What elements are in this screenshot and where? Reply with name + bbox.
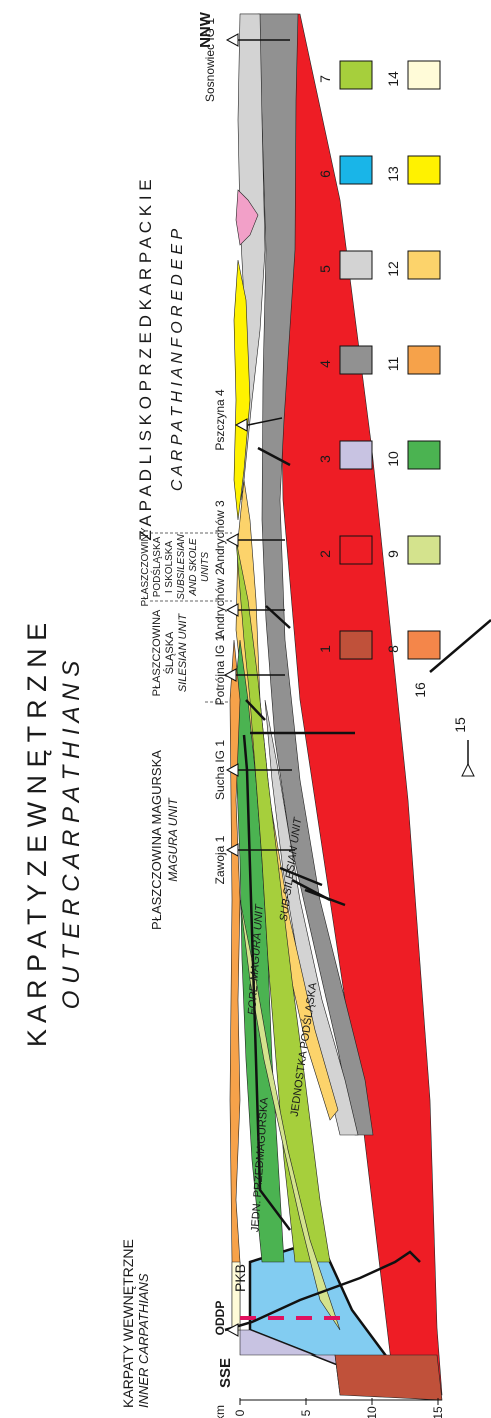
legend-label-2: 2 bbox=[317, 550, 333, 558]
inner-carpathians-pl: KARPATY WEWNĘTRZNE bbox=[120, 1239, 136, 1408]
inner-carpathians-en: INNER CARPATHIANS bbox=[136, 1273, 151, 1408]
well-sosnowiec bbox=[225, 33, 290, 47]
legend-label-10: 10 bbox=[385, 451, 401, 467]
region-separators bbox=[150, 532, 232, 703]
subsilesian-pl-3: I SKOLSKA bbox=[164, 541, 175, 594]
depth-axis: km 0 5 10 15 bbox=[213, 1398, 445, 1418]
oddp-label: ODDP bbox=[213, 1301, 227, 1336]
legend-label-9: 9 bbox=[385, 550, 401, 558]
magura-unit-en: MAGURA UNIT bbox=[166, 797, 180, 882]
legend-label-14: 14 bbox=[385, 71, 401, 87]
well-andrychow-3 bbox=[225, 533, 285, 547]
well-label-6: Sosnowiec IG 1 bbox=[203, 18, 217, 102]
direction-north: NNW bbox=[197, 11, 214, 48]
well-label-1: Sucha IG 1 bbox=[213, 740, 227, 800]
well-label-2: Potrójna IG 1 bbox=[213, 634, 227, 705]
legend-label-13: 13 bbox=[385, 166, 401, 182]
silesian-unit-pl-1: PŁASZCZOWINA bbox=[151, 609, 163, 696]
depth-tick-15: 15 bbox=[431, 1406, 445, 1418]
legend-swatch-14 bbox=[407, 60, 441, 90]
legend-label-16: 16 bbox=[412, 682, 428, 698]
layer-yellow bbox=[233, 259, 251, 521]
legend-label-7: 7 bbox=[317, 75, 333, 83]
well-pszczyna bbox=[234, 417, 283, 432]
title-foredeep-pl: Z A P A D L I S K O P R Z E D K A R P A … bbox=[136, 179, 155, 540]
legend-swatch-13 bbox=[407, 155, 441, 185]
legend-label-8: 8 bbox=[385, 645, 401, 653]
well-zawoja bbox=[225, 843, 295, 857]
region-labels: KARPATY WEWNĘTRZNE INNER CARPATHIANS PŁA… bbox=[120, 527, 211, 1408]
fault-1 bbox=[245, 699, 266, 721]
title-block: K A R P A T Y Z E W N Ę T R Z N E O U T … bbox=[22, 179, 186, 1047]
title-foredeep-en: C A R P A T H I A N F O R E D E E P bbox=[169, 229, 186, 492]
direction-south: SSE bbox=[217, 1358, 234, 1388]
well-labels: Zawoja 1 Sucha IG 1 Potrójna IG 1 Andryc… bbox=[203, 18, 227, 885]
legend-well-symbol: 15 bbox=[452, 717, 475, 777]
layer-orange-top bbox=[229, 639, 241, 1331]
legend-swatch-1 bbox=[339, 630, 373, 660]
well-andrychow-2 bbox=[225, 603, 285, 617]
depth-tick-5: 5 bbox=[299, 1409, 313, 1416]
legend-swatch-6 bbox=[339, 155, 373, 185]
legend-label-11: 11 bbox=[385, 357, 401, 372]
depth-unit: km bbox=[213, 1405, 227, 1418]
well-sucha bbox=[225, 763, 292, 777]
title-outer-carpathians-pl: K A R P A T Y Z E W N Ę T R Z N E bbox=[22, 623, 52, 1047]
depth-tick-0: 0 bbox=[233, 1409, 247, 1416]
fault-6 bbox=[304, 888, 346, 907]
silesian-unit-pl-2: ŚLĄSKA bbox=[163, 631, 176, 674]
subsilesian-en-1: SUBSILESIAN bbox=[176, 533, 187, 599]
legend-swatch-12 bbox=[407, 250, 441, 280]
layer-pink-lens bbox=[235, 189, 259, 246]
legend-swatch-4 bbox=[339, 345, 373, 375]
well-label-5: Pszczyna 4 bbox=[213, 389, 227, 451]
wells bbox=[223, 33, 295, 1337]
pkb-label: PKB bbox=[232, 1264, 248, 1292]
legend-swatch-11 bbox=[407, 345, 441, 375]
subsilesian-pl-2: PODŚLĄSKA bbox=[150, 536, 163, 597]
legend-label-4: 4 bbox=[317, 360, 333, 368]
subsilesian-pl-1: PŁASZCZOWINY bbox=[140, 527, 151, 606]
legend-label-1: 1 bbox=[317, 645, 333, 653]
layer-brown bbox=[334, 1354, 443, 1401]
fault-7 bbox=[257, 446, 291, 467]
legend-swatch-7 bbox=[339, 60, 373, 90]
silesian-unit-en: SILESIAN UNIT bbox=[177, 613, 189, 693]
well-potrojna bbox=[223, 668, 285, 682]
well-oddp bbox=[225, 1323, 239, 1337]
fault-oddp bbox=[224, 1250, 421, 1332]
legend-label-3: 3 bbox=[317, 455, 333, 463]
legend-label-5: 5 bbox=[317, 265, 333, 273]
layer-light-grey-wedge bbox=[264, 699, 359, 1136]
subsilesian-en-2: AND SKOLE bbox=[188, 538, 199, 597]
well-label-3: Andrychów 2 bbox=[213, 568, 227, 638]
legend-swatch-5 bbox=[339, 250, 373, 280]
fault-sucha bbox=[242, 734, 291, 1231]
subsilesian-en-3: UNITS bbox=[200, 552, 211, 582]
legend-swatch-3 bbox=[339, 440, 373, 470]
legend-swatch-9 bbox=[407, 535, 441, 565]
legend-label-12: 12 bbox=[385, 261, 401, 277]
legend-label-6: 6 bbox=[317, 170, 333, 178]
legend-swatch-8 bbox=[407, 630, 441, 660]
fault-4 bbox=[279, 866, 323, 887]
legend-swatch-10 bbox=[407, 440, 441, 470]
depth-tick-10: 10 bbox=[365, 1406, 379, 1418]
layer-dark-grey bbox=[257, 13, 374, 1136]
well-label-4: Andrychów 3 bbox=[213, 500, 227, 570]
title-outer-carpathians-en: O U T E R C A R P A T H I A N S bbox=[58, 661, 85, 1009]
layer-pale-yellow bbox=[231, 1261, 241, 1331]
magura-unit-pl: PŁASZCZOWINA MAGURSKA bbox=[149, 750, 164, 930]
layer-pale-green bbox=[239, 899, 341, 1331]
fault-lines bbox=[224, 446, 421, 1332]
legend-fault-symbol: 16 bbox=[412, 619, 491, 698]
legend-swatch-2 bbox=[339, 535, 373, 565]
well-label-0: Zawoja 1 bbox=[213, 835, 227, 884]
legend-label-15: 15 bbox=[452, 717, 468, 733]
